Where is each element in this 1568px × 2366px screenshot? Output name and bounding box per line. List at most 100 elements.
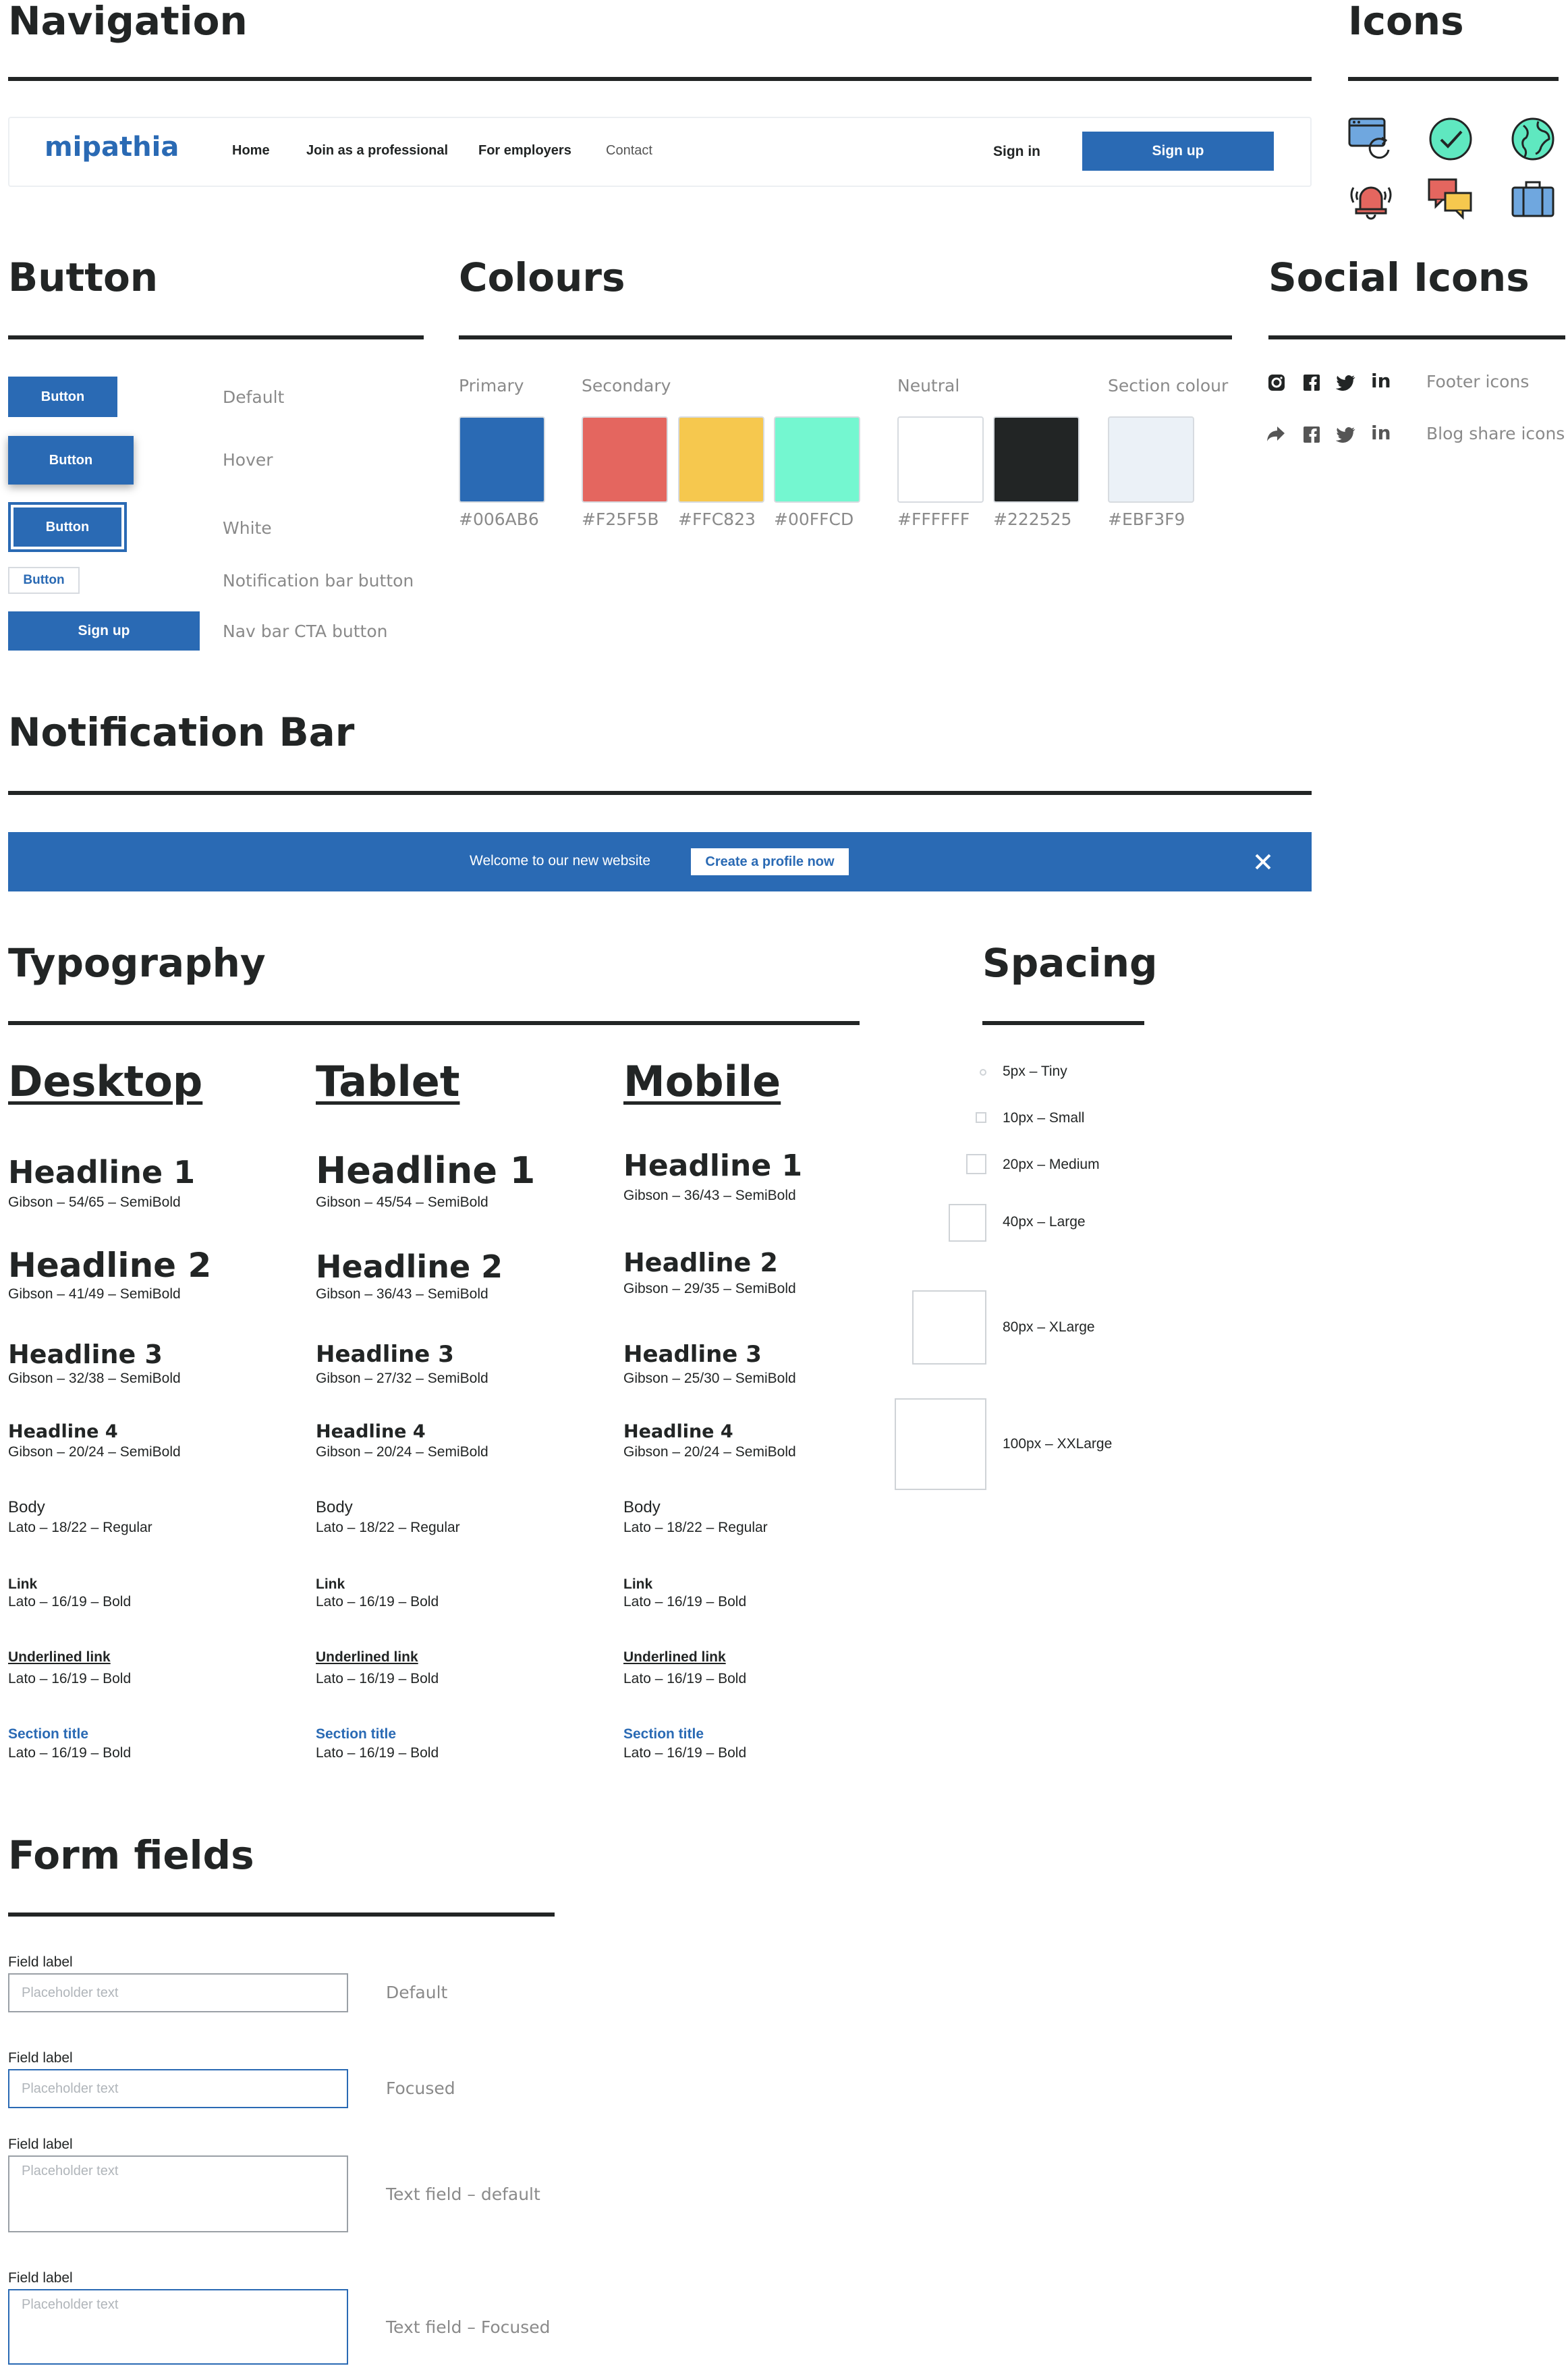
- tablet-body-spec: Lato – 18/22 – Regular: [316, 1520, 460, 1535]
- mobile-h3-spec: Gibson – 25/30 – SemiBold: [623, 1371, 796, 1386]
- field-label: Field label: [8, 2050, 73, 2066]
- briefcase-icon: [1511, 181, 1555, 217]
- spacing-tiny-sample: [980, 1069, 986, 1076]
- textarea-default[interactable]: [8, 2155, 348, 2232]
- tablet-h4: Headline 4: [316, 1421, 426, 1442]
- nav-sign-up-button[interactable]: Sign up: [1082, 132, 1274, 171]
- mobile-h1: Headline 1: [623, 1149, 803, 1183]
- spacing-small-label: 10px – Small: [1003, 1110, 1085, 1126]
- nav-link-home[interactable]: Home: [232, 143, 270, 158]
- button-white[interactable]: Button: [8, 502, 127, 552]
- field-desc-textarea-default: Text field – default: [386, 2184, 540, 2204]
- sign-in-link[interactable]: Sign in: [993, 144, 1040, 159]
- instagram-icon[interactable]: [1267, 373, 1286, 392]
- facebook-icon[interactable]: [1302, 373, 1321, 392]
- notification-text: Welcome to our new website: [470, 853, 651, 869]
- swatch-hex: #F25F5B: [582, 510, 659, 529]
- mobile-link-spec: Lato – 16/19 – Bold: [623, 1594, 747, 1610]
- navigation-heading: Navigation: [8, 0, 248, 44]
- tablet-h2-spec: Gibson – 36/43 – SemiBold: [316, 1286, 488, 1302]
- desktop-h3: Headline 3: [8, 1340, 163, 1369]
- desktop-h2-spec: Gibson – 41/49 – SemiBold: [8, 1286, 181, 1302]
- form-fields-rule: [8, 1913, 555, 1917]
- swatch-hex: #222525: [993, 510, 1072, 529]
- text-input-focused[interactable]: [8, 2069, 348, 2108]
- spacing-medium-label: 20px – Medium: [1003, 1157, 1100, 1172]
- spacing-xxlarge-sample: [895, 1398, 986, 1490]
- button-desc-hover: Hover: [223, 450, 273, 470]
- alarm-bell-icon: [1350, 186, 1392, 220]
- swatch-neutral-black: [993, 416, 1080, 503]
- button-desc-nav-cta: Nav bar CTA button: [223, 622, 388, 641]
- field-desc-default: Default: [386, 1983, 448, 2002]
- icons-rule: [1348, 77, 1559, 81]
- share-icon[interactable]: [1266, 425, 1286, 444]
- form-fields-heading: Form fields: [8, 1832, 254, 1878]
- button-rule: [8, 335, 424, 339]
- twitter-share-icon[interactable]: [1336, 425, 1356, 444]
- icons-heading: Icons: [1348, 0, 1464, 44]
- spacing-large-label: 40px – Large: [1003, 1214, 1086, 1230]
- spacing-tiny-label: 5px – Tiny: [1003, 1064, 1067, 1079]
- linkedin-icon[interactable]: in: [1371, 370, 1391, 392]
- tablet-underlined-link[interactable]: Underlined link: [316, 1649, 418, 1665]
- footer-icons-label: Footer icons: [1426, 372, 1530, 391]
- field-label: Field label: [8, 2137, 73, 2152]
- colour-group-primary: Primary: [459, 376, 524, 395]
- swatch-secondary-yellow: [678, 416, 764, 503]
- button-desc-default: Default: [223, 387, 285, 407]
- desktop-link[interactable]: Link: [8, 1576, 38, 1592]
- nav-link-join[interactable]: Join as a professional: [306, 143, 449, 158]
- desktop-h1-spec: Gibson – 54/65 – SemiBold: [8, 1194, 181, 1210]
- nav-link-employers[interactable]: For employers: [478, 143, 571, 158]
- nav-link-contact[interactable]: Contact: [606, 143, 652, 158]
- swatch-secondary-mint: [774, 416, 860, 503]
- colour-group-secondary: Secondary: [582, 376, 671, 395]
- desktop-underlined-link[interactable]: Underlined link: [8, 1649, 111, 1665]
- create-profile-button[interactable]: Create a profile now: [691, 848, 849, 875]
- nav-bar: mipathia Home Join as a professional For…: [8, 117, 1312, 187]
- logo[interactable]: mipathia: [45, 132, 179, 163]
- facebook-share-icon[interactable]: [1302, 425, 1321, 444]
- tablet-link[interactable]: Link: [316, 1576, 345, 1592]
- tablet-section-title-spec: Lato – 16/19 – Bold: [316, 1745, 439, 1761]
- text-input-default[interactable]: [8, 1973, 348, 2012]
- mobile-underlined-link-spec: Lato – 16/19 – Bold: [623, 1671, 747, 1686]
- button-desc-notification: Notification bar button: [223, 571, 414, 590]
- tablet-section-title: Section title: [316, 1726, 397, 1742]
- navigation-rule: [8, 77, 1312, 81]
- spacing-rule: [982, 1021, 1144, 1025]
- button-nav-cta[interactable]: Sign up: [8, 611, 200, 651]
- chat-bubbles-icon: [1428, 178, 1472, 220]
- mobile-underlined-link[interactable]: Underlined link: [623, 1649, 726, 1665]
- linkedin-share-icon[interactable]: in: [1371, 422, 1391, 444]
- twitter-icon[interactable]: [1336, 373, 1356, 392]
- spacing-small-sample: [976, 1112, 986, 1123]
- button-hover[interactable]: Button: [8, 436, 134, 485]
- notification-bar-heading: Notification Bar: [8, 709, 355, 755]
- close-icon[interactable]: [1254, 852, 1272, 871]
- colour-group-neutral: Neutral: [897, 376, 960, 395]
- desktop-h3-spec: Gibson – 32/38 – SemiBold: [8, 1371, 181, 1386]
- colours-rule: [459, 335, 1232, 339]
- swatch-neutral-white: [897, 416, 984, 503]
- spacing-xlarge-label: 80px – XLarge: [1003, 1319, 1095, 1335]
- button-notification[interactable]: Button: [8, 567, 80, 594]
- mobile-h4-spec: Gibson – 20/24 – SemiBold: [623, 1444, 796, 1460]
- social-icons-rule: [1268, 335, 1565, 339]
- button-default[interactable]: Button: [8, 377, 117, 417]
- mobile-body: Body: [623, 1498, 661, 1516]
- desktop-h1: Headline 1: [8, 1154, 196, 1190]
- desktop-h2: Headline 2: [8, 1246, 212, 1285]
- notification-bar-rule: [8, 791, 1312, 795]
- swatch-hex: #FFC823: [678, 510, 756, 529]
- mobile-h4: Headline 4: [623, 1421, 733, 1442]
- desktop-body: Body: [8, 1498, 45, 1516]
- textarea-focused[interactable]: [8, 2289, 348, 2365]
- swatch-secondary-red: [582, 416, 668, 503]
- mobile-h2: Headline 2: [623, 1248, 778, 1277]
- button-desc-white: White: [223, 518, 272, 538]
- spacing-large-sample: [949, 1204, 986, 1242]
- mobile-link[interactable]: Link: [623, 1576, 653, 1592]
- tablet-underlined-link-spec: Lato – 16/19 – Bold: [316, 1671, 439, 1686]
